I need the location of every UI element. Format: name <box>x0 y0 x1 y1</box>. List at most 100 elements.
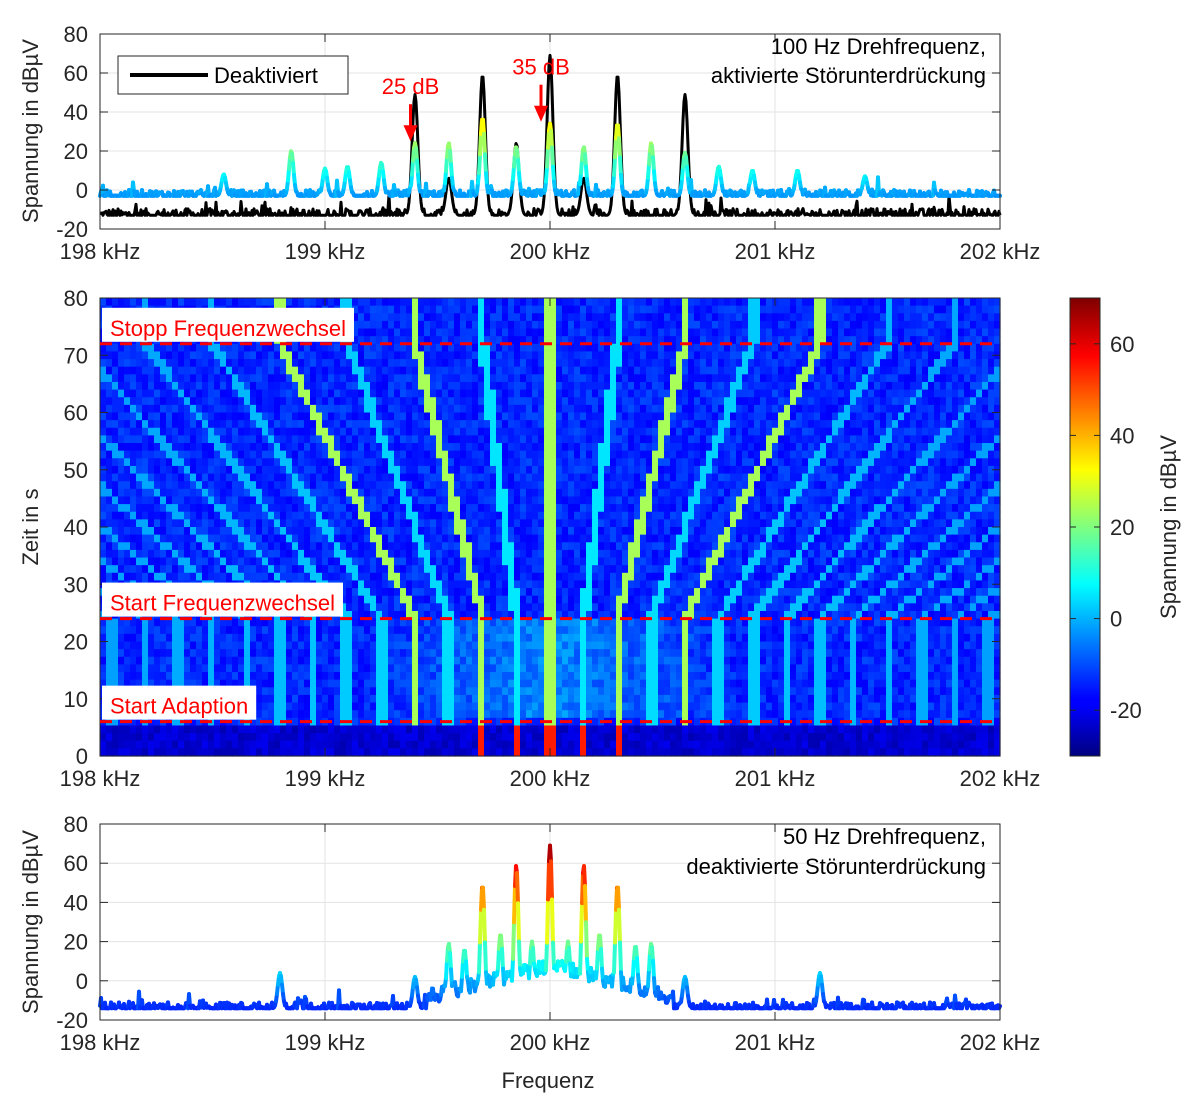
heatmap-cell <box>862 481 869 490</box>
heatmap-cell <box>928 397 935 406</box>
heatmap-cell <box>472 481 479 490</box>
heatmap-cell <box>802 443 809 452</box>
heatmap-cell <box>652 473 659 482</box>
heatmap-cell <box>820 481 827 490</box>
heatmap-cell <box>550 488 557 498</box>
heatmap-cell <box>802 343 809 353</box>
heatmap-cell <box>550 458 557 467</box>
heatmap-cell <box>634 374 641 383</box>
heatmap-cell <box>466 481 473 490</box>
heatmap-cell <box>388 359 395 368</box>
heatmap-cell <box>268 420 275 429</box>
heatmap-cell <box>490 435 497 444</box>
heatmap-cell <box>694 328 701 337</box>
heatmap-cell <box>412 404 419 414</box>
heatmap-cell <box>250 351 257 360</box>
heatmap-cell <box>580 343 587 353</box>
heatmap-cell <box>628 397 635 406</box>
heatmap-cell <box>112 374 119 383</box>
heatmap-cell <box>238 298 245 307</box>
series-segment <box>483 152 488 176</box>
heatmap-cell <box>454 366 461 375</box>
heatmap-cell <box>676 420 683 429</box>
heatmap-cell <box>142 496 149 505</box>
heatmap-cell <box>280 473 287 482</box>
heatmap-cell <box>232 412 239 421</box>
heatmap-cell <box>466 336 473 345</box>
heatmap-cell <box>958 305 965 314</box>
heatmap-cell <box>706 458 713 467</box>
heatmap-cell <box>532 496 539 505</box>
heatmap-cell <box>442 420 449 429</box>
heatmap-cell <box>598 473 605 482</box>
heatmap-cell <box>394 473 401 482</box>
heatmap-cell <box>880 435 887 444</box>
heatmap-cell <box>124 412 131 421</box>
heatmap-cell <box>160 473 167 482</box>
heatmap-cell <box>328 458 335 467</box>
heatmap-cell <box>880 374 887 383</box>
heatmap-cell <box>850 298 857 307</box>
heatmap-cell <box>742 488 749 498</box>
heatmap-cell <box>412 397 419 406</box>
heatmap-cell <box>562 450 569 459</box>
heatmap-cell <box>742 465 749 475</box>
heatmap-cell <box>364 320 371 330</box>
heatmap-cell <box>898 496 905 505</box>
heatmap-cell <box>850 381 857 391</box>
heatmap-cell <box>448 404 455 414</box>
heatmap-cell <box>646 488 653 498</box>
heatmap-cell <box>154 443 161 452</box>
heatmap-cell <box>112 404 119 414</box>
top-annotation-line-1: 100 Hz Drehfrequenz, <box>771 34 986 59</box>
heatmap-cell <box>106 427 113 436</box>
heatmap-cell <box>694 298 701 307</box>
heatmap-cell <box>370 374 377 383</box>
heatmap-cell <box>748 343 755 353</box>
heatmap-cell <box>202 450 209 459</box>
heatmap-cell <box>256 473 263 482</box>
series-segment <box>651 155 656 174</box>
heatmap-cell <box>778 450 785 459</box>
heatmap-cell <box>796 420 803 429</box>
heatmap-cell <box>796 328 803 337</box>
heatmap-cell <box>118 397 125 406</box>
heatmap-cell <box>808 359 815 368</box>
heatmap-cell <box>532 435 539 444</box>
heatmap-cell <box>574 412 581 421</box>
heatmap-cell <box>130 374 137 383</box>
heatmap-cell <box>574 481 581 490</box>
series-segment <box>482 131 487 157</box>
heatmap-cell <box>982 366 989 375</box>
heatmap-cell <box>868 374 875 383</box>
heatmap-cell <box>346 481 353 490</box>
heatmap-cell <box>274 412 281 421</box>
heatmap-cell <box>988 389 995 398</box>
heatmap-cell <box>778 351 785 360</box>
heatmap-cell <box>844 450 851 459</box>
heatmap-cell <box>952 465 959 475</box>
heatmap-cell <box>904 496 911 505</box>
heatmap-cell <box>316 450 323 459</box>
heatmap-cell <box>232 481 239 490</box>
heatmap-cell <box>502 481 509 490</box>
heatmap-cell <box>640 420 647 429</box>
heatmap-cell <box>652 496 659 505</box>
x-tick-label: 202 kHz <box>960 239 1041 264</box>
heatmap-cell <box>898 359 905 368</box>
heatmap-cell <box>406 496 413 505</box>
heatmap-cell <box>682 336 689 345</box>
heatmap-cell <box>160 366 167 375</box>
heatmap-cell <box>922 412 929 421</box>
heatmap-cell <box>454 473 461 482</box>
heatmap-cell <box>754 374 761 383</box>
heatmap-cell <box>562 427 569 436</box>
heatmap-cell <box>118 488 125 498</box>
heatmap-cell <box>874 351 881 360</box>
heatmap-cell <box>286 359 293 368</box>
heatmap-cell <box>646 427 653 436</box>
heatmap-cell <box>514 374 521 383</box>
heatmap-cell <box>376 313 383 322</box>
heatmap-cell <box>550 336 557 345</box>
heatmap-cell <box>142 343 149 353</box>
